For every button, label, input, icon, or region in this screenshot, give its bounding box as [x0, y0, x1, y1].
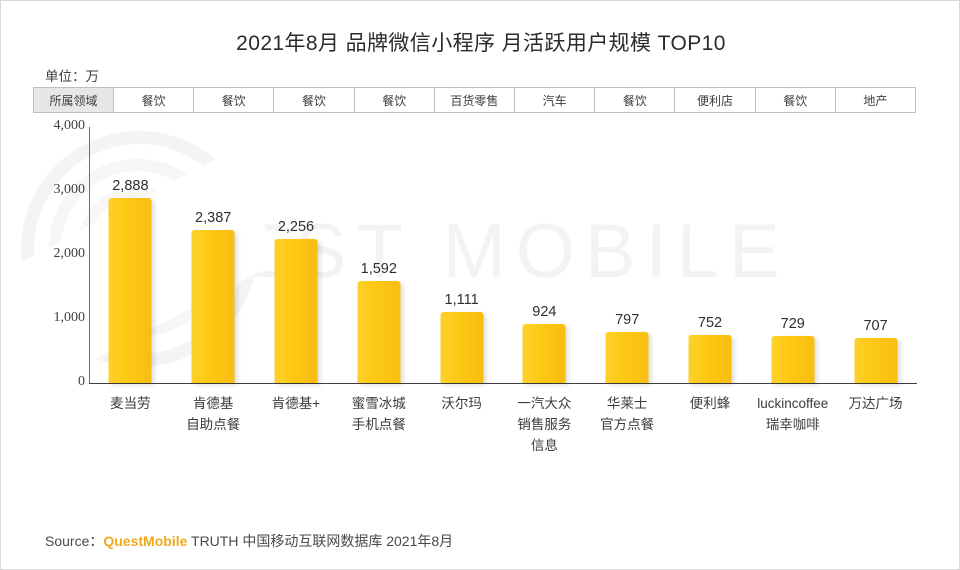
- bar-slot: 1,111: [420, 127, 503, 383]
- bar-slot: 2,888: [89, 127, 172, 383]
- bar-slot: 729: [751, 127, 834, 383]
- sector-cell: 便利店: [675, 88, 756, 112]
- x-tick-label: 沃尔玛: [441, 396, 482, 411]
- x-tick-label: 万达广场: [848, 396, 903, 411]
- bar-value-label: 924: [532, 303, 557, 320]
- sector-cell: 餐饮: [755, 88, 836, 112]
- sector-cell: 餐饮: [194, 88, 275, 112]
- source-brand: QuestMobile: [103, 533, 188, 549]
- sector-cell: 餐饮: [114, 88, 195, 112]
- sector-cell: 地产: [835, 88, 916, 112]
- bar-value-label: 2,256: [277, 218, 315, 235]
- x-tick-label: 蜜雪冰城 手机点餐: [351, 396, 406, 432]
- bar-value-label: 797: [615, 312, 640, 328]
- x-tick-label: 一汽大众 销售服务 信息: [517, 396, 572, 453]
- sector-cell: 餐饮: [274, 88, 355, 112]
- bar-slot: 707: [834, 127, 917, 383]
- bar-value-label: 752: [697, 314, 723, 331]
- bar-value-label: 2,387: [195, 210, 232, 227]
- x-tick-label: 麦当劳: [110, 396, 151, 411]
- bar-value-label: 2,888: [112, 178, 149, 195]
- source-prefix: Source：: [45, 533, 104, 549]
- source-note: Source：QuestMobile TRUTH 中国移动互联网数据库 2021…: [45, 531, 453, 551]
- bar[interactable]: [688, 334, 732, 383]
- bar[interactable]: [854, 337, 898, 383]
- bar-slot: 2,387: [172, 127, 255, 383]
- y-tick-label: 2,000: [53, 246, 86, 261]
- bar-slot: 797: [586, 127, 669, 383]
- sector-cell: 汽车: [515, 88, 596, 112]
- sector-header-row: 所属领域 餐饮 餐饮 餐饮 餐饮 百货零售 汽车 餐饮 便利店 餐饮 地产: [33, 87, 916, 113]
- bar-slot: 752: [669, 127, 752, 383]
- bar[interactable]: [605, 332, 649, 383]
- x-axis-labels: 麦当劳 肯德基 自助点餐 肯德基+ 蜜雪冰城 手机点餐 沃尔玛 一汽大众 销售服务 信息华…: [89, 393, 917, 456]
- x-tick-label: 华莱士 官方点餐: [600, 396, 655, 432]
- bar[interactable]: [274, 238, 318, 383]
- bar-value-label: 729: [780, 316, 805, 333]
- sector-cell: 餐饮: [354, 88, 435, 112]
- x-tick-label: luckincoffee 瑞幸咖啡: [757, 396, 829, 432]
- bar-series: 2,888 2,387 2,256 1,592 1,111 924 797 752 729 707: [89, 127, 917, 383]
- y-tick-label: 0: [78, 374, 85, 389]
- bar[interactable]: [522, 323, 566, 383]
- bar[interactable]: [771, 336, 815, 383]
- sector-cell: 百货零售: [434, 88, 516, 112]
- y-tick-label: 3,000: [53, 182, 86, 197]
- source-rest: TRUTH 中国移动互联网数据库 2021年8月: [187, 533, 454, 549]
- y-tick-label: 1,000: [53, 310, 86, 325]
- x-tick-label: 肯德基 自助点餐: [186, 396, 241, 432]
- x-axis-line: [89, 383, 917, 384]
- bar[interactable]: [440, 311, 484, 383]
- bar-slot: 2,256: [255, 127, 338, 383]
- bar-slot: 1,592: [337, 127, 420, 383]
- bar[interactable]: [191, 230, 235, 383]
- page-title: 2021年8月 品牌微信小程序 月活跃用户规模 TOP10: [236, 32, 726, 55]
- x-tick-label: 便利蜂: [689, 396, 731, 411]
- unit-label: 单位：万: [45, 69, 99, 84]
- bar[interactable]: [108, 198, 152, 383]
- bar-value-label: 707: [863, 317, 888, 334]
- bar-slot: 924: [503, 127, 586, 383]
- y-tick-label: 4,000: [53, 118, 86, 133]
- sector-header-label: 所属领域: [34, 88, 114, 112]
- bar-value-label: 1,592: [360, 261, 397, 278]
- bar-value-label: 1,111: [444, 291, 479, 308]
- sector-cell: 餐饮: [595, 88, 676, 112]
- bar[interactable]: [357, 281, 401, 383]
- x-tick-label: 肯德基+: [271, 396, 321, 411]
